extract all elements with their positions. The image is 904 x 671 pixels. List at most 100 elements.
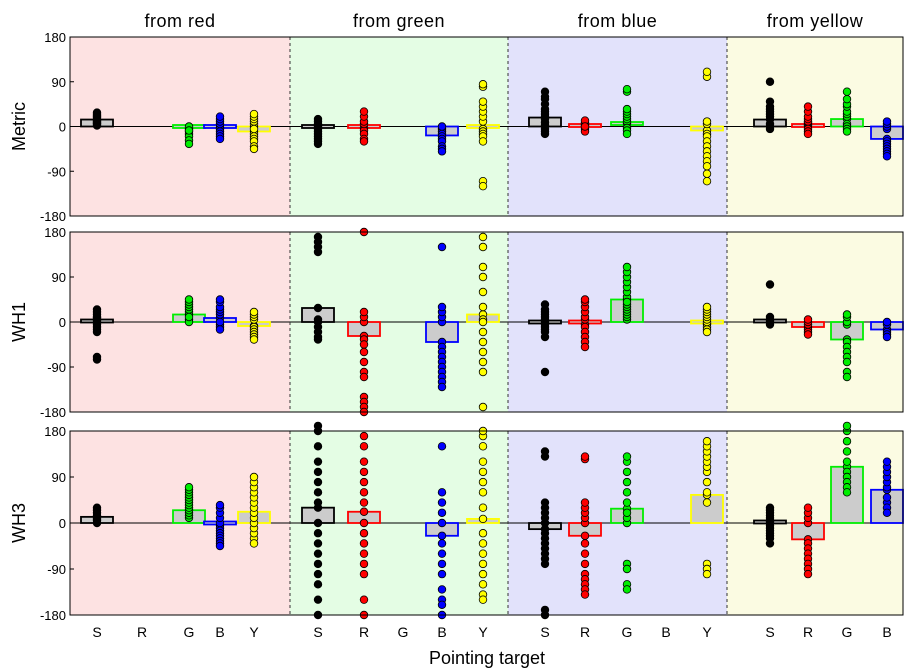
point-R: [359, 518, 369, 528]
x-tick-label-B: B: [882, 624, 891, 640]
point-Y: [478, 595, 488, 604]
point-S: [313, 139, 323, 149]
point-B: [437, 585, 447, 594]
point-S: [92, 503, 102, 512]
point-B: [437, 442, 447, 451]
panel-2: 180 90 0 -90 -180 WH1: [9, 225, 904, 420]
y-tick-label: 180: [44, 30, 66, 45]
point-S: [313, 498, 323, 507]
point-B: [437, 498, 447, 507]
point-R: [359, 595, 369, 604]
point-Y: [478, 232, 488, 242]
point-R: [580, 559, 590, 569]
x-tick-label-B: B: [215, 624, 224, 640]
point-Y: [702, 117, 712, 126]
panel-1: 180 90 0 -90 -180 Metric: [9, 30, 904, 224]
point-S: [92, 305, 102, 314]
y-tick-label: -90: [47, 360, 66, 375]
point-Y: [702, 302, 712, 312]
y-tick-label: 90: [52, 470, 66, 485]
point-Y: [478, 467, 488, 477]
y-tick-label: -180: [40, 209, 66, 224]
point-R: [580, 122, 590, 131]
point-S: [765, 77, 775, 86]
y-tick-label: -90: [47, 562, 66, 577]
point-Y: [702, 488, 712, 497]
point-Y: [478, 97, 488, 106]
point-S: [765, 503, 775, 512]
point-R: [803, 102, 813, 111]
point-R: [359, 372, 369, 382]
point-G: [184, 126, 194, 135]
point-G: [622, 129, 632, 139]
y-tick-label: 90: [52, 75, 66, 90]
point-R: [803, 330, 813, 339]
point-G: [622, 85, 632, 94]
point-G: [842, 127, 852, 136]
x-tick-label-B: B: [437, 624, 446, 640]
point-R: [803, 315, 813, 324]
point-Y: [478, 514, 488, 524]
point-B: [437, 531, 447, 540]
point-R: [359, 307, 369, 317]
point-S: [540, 332, 550, 342]
point-S: [92, 119, 102, 128]
point-S: [313, 335, 323, 344]
point-R: [359, 357, 369, 367]
point-B: [437, 508, 447, 517]
group-title-1: from green: [353, 11, 445, 31]
point-G: [622, 585, 632, 594]
point-R: [359, 457, 369, 466]
point-B: [215, 134, 225, 144]
point-Y: [249, 335, 259, 344]
point-G: [622, 488, 632, 497]
point-B: [437, 242, 447, 252]
point-B: [215, 317, 225, 327]
point-Y: [702, 327, 712, 337]
point-Y: [702, 569, 712, 579]
point-G: [842, 421, 852, 431]
point-R: [803, 503, 813, 512]
point-S: [313, 114, 323, 124]
group-title-0: from red: [144, 11, 215, 31]
point-G: [184, 139, 194, 149]
point-Y: [478, 327, 488, 337]
point-Y: [249, 472, 259, 482]
y-tick-label: 0: [59, 120, 66, 135]
point-G: [622, 477, 632, 487]
point-Y: [702, 169, 712, 178]
y-tick-label: 0: [59, 516, 66, 531]
point-R: [359, 529, 369, 538]
point-R: [359, 107, 369, 116]
point-S: [313, 529, 323, 538]
point-S: [765, 320, 775, 329]
point-S: [313, 539, 323, 548]
point-B: [437, 539, 447, 548]
point-R: [359, 559, 369, 569]
point-Y: [478, 559, 488, 569]
x-tick-label-Y: Y: [478, 624, 488, 640]
point-R: [803, 569, 813, 579]
point-G: [184, 312, 194, 322]
x-tick-label-S: S: [765, 624, 774, 640]
point-B: [215, 325, 225, 334]
x-tick-label-G: G: [398, 624, 409, 640]
point-Y: [478, 457, 488, 466]
point-B: [882, 117, 892, 126]
point-G: [184, 483, 194, 492]
point-S: [313, 421, 323, 431]
point-G: [622, 262, 632, 272]
point-S: [313, 518, 323, 528]
x-axis-label: Pointing target: [429, 648, 545, 668]
y-tick-label: -90: [47, 164, 66, 179]
point-S: [540, 129, 550, 139]
point-B: [437, 488, 447, 497]
point-S: [92, 327, 102, 337]
point-Y: [478, 347, 488, 357]
x-tick-label-R: R: [580, 624, 590, 640]
point-R: [580, 539, 590, 548]
point-B: [215, 112, 225, 121]
point-B: [437, 382, 447, 392]
point-S: [313, 457, 323, 466]
point-S: [765, 280, 775, 289]
